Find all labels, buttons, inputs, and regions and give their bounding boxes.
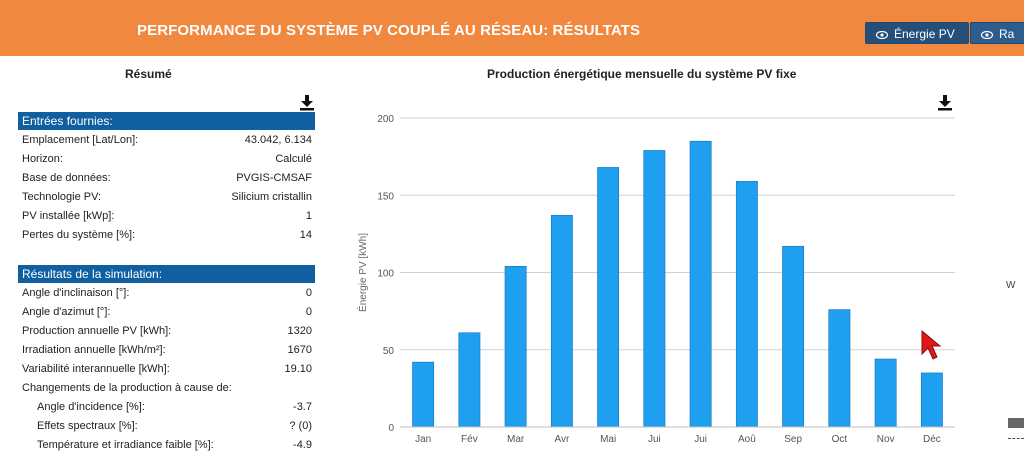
row-value: -4.9 (293, 439, 312, 451)
summary-row: Technologie PV: Silicium cristallin (22, 188, 312, 206)
bar (782, 245, 805, 428)
row-label: Angle d'inclinaison [°]: (22, 287, 130, 299)
row-label: Angle d'incidence [%]: (37, 401, 145, 413)
row-label: Pertes du système [%]: (22, 229, 136, 241)
summary-row: Horizon: Calculé (22, 150, 312, 168)
summary-row: Angle d'incidence [%]: -3.7 (22, 398, 312, 416)
row-value: Silicium cristallin (231, 191, 312, 203)
y-tick-label: 200 (377, 114, 394, 125)
row-value: Calculé (275, 153, 312, 165)
row-label: Production annuelle PV [kWh]: (22, 325, 172, 337)
bar (412, 361, 435, 428)
legend-swatch (1008, 418, 1024, 428)
row-label: Irradiation annuelle [kWh/m²]: (22, 344, 166, 356)
summary-row: Changements de la production à cause de: (22, 379, 312, 397)
row-label: Variabilité interannuelle [kWh]: (22, 363, 170, 375)
x-tick-label: Jui (648, 434, 661, 445)
row-label: Horizon: (22, 153, 63, 165)
row-value: 43.042, 6.134 (244, 134, 312, 146)
side-label: W (1006, 280, 1016, 291)
download-icon[interactable] (299, 95, 315, 111)
row-label: Changements de la production à cause de: (22, 382, 232, 394)
x-tick-label: Aoû (738, 434, 756, 445)
row-label: Technologie PV: (22, 191, 102, 203)
row-label: Angle d'azimut [°]: (22, 306, 111, 318)
row-label: PV installée [kWp]: (22, 210, 115, 222)
row-value: 14 (299, 229, 312, 241)
x-tick-label: Oct (832, 434, 848, 445)
tab-energie-pv[interactable]: Énergie PV (865, 22, 969, 44)
row-label: Base de données: (22, 172, 111, 184)
section-inputs-heading: Entrées fournies: (18, 112, 315, 130)
bar (920, 372, 943, 428)
chart-title: Production énergétique mensuelle du syst… (487, 67, 797, 81)
y-axis-label: Énergie PV [kWh] (356, 233, 369, 312)
bar (643, 150, 666, 428)
download-icon[interactable] (937, 95, 953, 111)
page-title: PERFORMANCE DU SYSTÈME PV COUPLÉ AU RÉSE… (137, 22, 641, 39)
x-tick-label: Sep (784, 434, 802, 445)
eye-icon (980, 24, 994, 46)
x-tick-label: Avr (554, 434, 569, 445)
tab-label: Énergie PV (894, 27, 955, 41)
legend-dash (1008, 438, 1024, 439)
y-tick-label: 150 (377, 191, 394, 202)
row-label: Effets spectraux [%]: (37, 420, 138, 432)
x-tick-label: Jan (415, 434, 431, 445)
row-value: 0 (305, 306, 312, 318)
summary-row: Effets spectraux [%]: ? (0) (22, 417, 312, 435)
x-tick-label: Mai (600, 434, 616, 445)
summary-row: Variabilité interannuelle [kWh]: 19.10 (22, 360, 312, 378)
bar (689, 140, 712, 428)
bar (458, 332, 481, 428)
summary-row: Température et irradiance faible [%]: -4.… (22, 436, 312, 454)
summary-row: Angle d'azimut [°]: 0 (22, 303, 312, 321)
header-bar: PERFORMANCE DU SYSTÈME PV COUPLÉ AU RÉSE… (0, 0, 1024, 56)
tab-radiation[interactable]: Ra (970, 22, 1024, 44)
x-tick-label: Déc (923, 434, 941, 445)
row-value: 0 (305, 287, 312, 299)
summary-row: Angle d'inclinaison [°]: 0 (22, 284, 312, 302)
row-value: 1670 (287, 344, 312, 356)
x-tick-label: Fév (461, 434, 478, 445)
monthly-production-chart: 0 50 100 150 200 Jan Fév Mar Avr Mai Jui Jui Aoû Sep O… (356, 114, 955, 445)
eye-icon (875, 24, 889, 46)
row-value: PVGIS-CMSAF (236, 172, 312, 184)
x-tick-label: Nov (877, 434, 895, 445)
summary-row: Irradiation annuelle [kWh/m²]: 1670 (22, 341, 312, 359)
row-value: 1320 (287, 325, 312, 337)
row-value: -3.7 (293, 401, 312, 413)
bar (597, 167, 620, 428)
summary-row: Pertes du système [%]: 14 (22, 226, 312, 244)
summary-row: PV installée [kWp]: 1 (22, 207, 312, 225)
row-label: Emplacement [Lat/Lon]: (22, 134, 139, 146)
summary-title: Résumé (125, 67, 172, 81)
x-tick-label: Mar (507, 434, 525, 445)
row-value: 1 (305, 210, 312, 222)
row-value: 19.10 (284, 363, 312, 375)
y-tick-label: 100 (377, 269, 394, 280)
summary-row: Production annuelle PV [kWh]: 1320 (22, 322, 312, 340)
bar (504, 266, 527, 428)
bar (874, 358, 897, 428)
bar (828, 309, 851, 428)
row-label: Température et irradiance faible [%]: (37, 439, 214, 451)
x-tick-label: Jui (694, 434, 707, 445)
tab-label: Ra (999, 27, 1015, 41)
row-value: ? (0) (289, 420, 312, 432)
bar (550, 215, 573, 428)
summary-row: Emplacement [Lat/Lon]: 43.042, 6.134 (22, 131, 312, 149)
y-tick-label: 0 (388, 423, 394, 434)
section-results-heading: Résultats de la simulation: (18, 265, 315, 283)
y-tick-label: 50 (383, 346, 395, 357)
mouse-cursor-icon (921, 330, 942, 360)
summary-row: Base de données: PVGIS-CMSAF (22, 169, 312, 187)
bar (735, 181, 758, 428)
